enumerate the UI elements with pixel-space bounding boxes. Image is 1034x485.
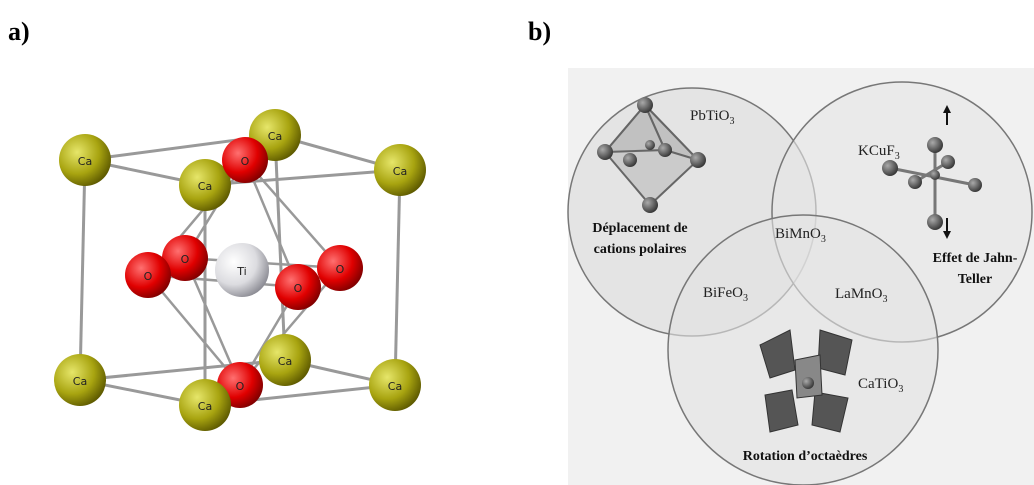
atom-label: O: [181, 253, 190, 266]
atom-label: Ca: [388, 380, 402, 393]
panel-label: b): [528, 17, 551, 46]
subscript: 3: [898, 384, 903, 395]
atom-label: O: [336, 263, 345, 276]
atom-label: Ca: [198, 400, 212, 413]
property-label: Rotation d’octaèdres: [743, 449, 868, 464]
bond: [79, 358, 286, 382]
atom: [179, 379, 231, 431]
atom-label: Ca: [78, 155, 92, 168]
atom-label: O: [294, 282, 303, 295]
subscript: 3: [895, 151, 900, 162]
formula: CaTiO: [858, 376, 898, 392]
subscript: 3: [743, 293, 748, 304]
atom-label: Ca: [198, 180, 212, 193]
atom: [162, 235, 208, 281]
property-label: Teller: [958, 272, 992, 287]
formula: LaMnO: [835, 286, 883, 302]
bond: [393, 169, 402, 386]
formula: KCuF: [858, 143, 895, 159]
compound: LaMnO3: [835, 286, 888, 305]
formula: BiFeO: [703, 285, 743, 301]
atom-label: Ca: [393, 165, 407, 178]
property-label: Effet de Jahn-: [933, 251, 1018, 266]
atom-label: Ti: [236, 265, 246, 278]
atom: [275, 264, 321, 310]
property-label: Déplacement de: [592, 221, 687, 236]
formula: PbTiO: [690, 108, 730, 124]
atom: [317, 245, 363, 291]
atom: [54, 354, 106, 406]
formula: BiMnO: [775, 226, 821, 242]
atom: [222, 137, 268, 183]
rotation-icon: [759, 329, 853, 433]
atom: [374, 144, 426, 196]
atom-label: Ca: [268, 130, 282, 143]
octahedron-icon: [597, 97, 706, 213]
property-label: cations polaires: [594, 242, 687, 257]
subscript: 3: [883, 294, 888, 305]
bond: [78, 159, 87, 381]
atom: [59, 134, 111, 186]
compound: PbTiO3: [690, 108, 734, 127]
atom-label: Ca: [278, 355, 292, 368]
atom-label: Ca: [73, 375, 87, 388]
compound: KCuF3: [858, 143, 900, 162]
compound: BiFeO3: [703, 285, 748, 304]
panel-label: a): [8, 17, 30, 46]
atom: [259, 334, 311, 386]
jahn-teller-icon: [882, 105, 982, 239]
atom: [179, 159, 231, 211]
bond: [147, 274, 241, 386]
compound: BiMnO3: [775, 226, 826, 245]
atom: [369, 359, 421, 411]
unit-cell: Ca Ca Ca Ca O O O Ti O O O Ca Ca Ca Ca: [54, 109, 426, 431]
atom: [215, 243, 269, 297]
bond: [244, 159, 341, 269]
atom: [125, 252, 171, 298]
atom-label: O: [236, 380, 245, 393]
atom-label: O: [241, 155, 250, 168]
subscript: 3: [821, 234, 826, 245]
bond: [273, 134, 287, 361]
atom-label: O: [144, 270, 153, 283]
bond: [239, 267, 341, 386]
compound: CaTiO3: [858, 376, 903, 395]
subscript: 3: [729, 116, 734, 127]
bond: [204, 168, 401, 187]
